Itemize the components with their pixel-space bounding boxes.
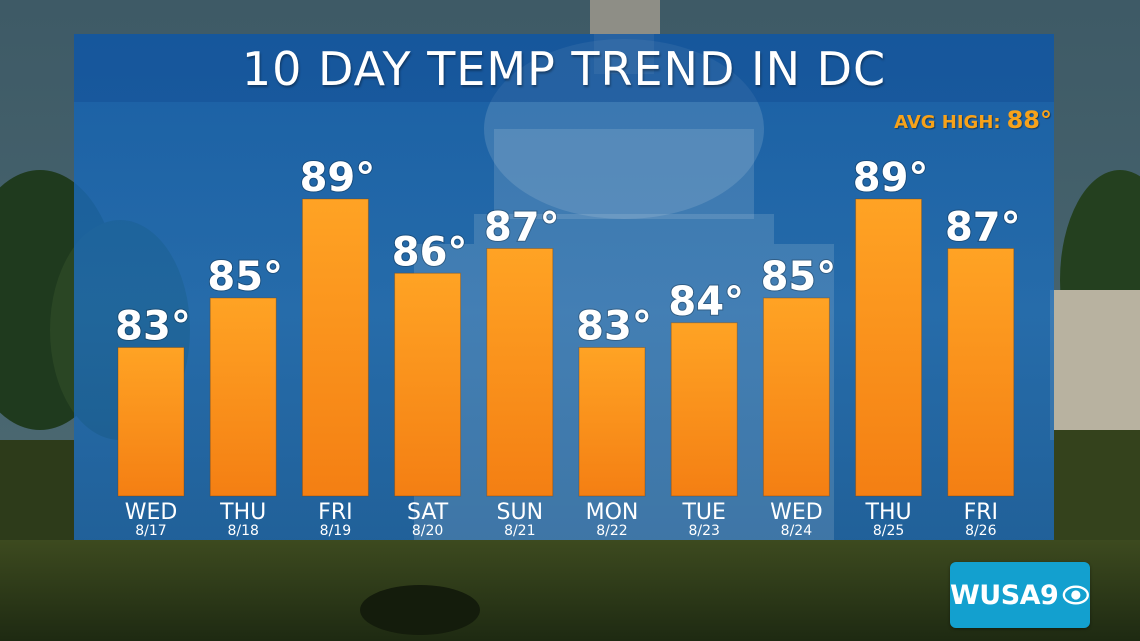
avg-high-value: 88° <box>1006 106 1052 134</box>
station-logo-text: WUSA9 <box>950 579 1059 611</box>
day-label: FRI <box>318 500 352 525</box>
day-label: WED <box>770 500 823 525</box>
value-label: 85° <box>207 254 283 300</box>
value-label: 89° <box>853 155 929 201</box>
date-label: 8/25 <box>873 523 904 539</box>
day-label: FRI <box>964 500 998 525</box>
date-label: 8/19 <box>320 523 351 539</box>
title-bar <box>74 34 1054 102</box>
bar-8-18 <box>209 297 277 497</box>
day-label: SUN <box>497 500 544 525</box>
date-label: 8/26 <box>965 523 997 539</box>
bar-8-25 <box>855 198 923 497</box>
value-label: 83° <box>576 304 652 350</box>
chart-title: 10 DAY TEMP TREND IN DC <box>241 42 887 96</box>
date-label: 8/21 <box>504 523 535 539</box>
date-label: 8/20 <box>412 523 443 539</box>
bar-8-20 <box>394 272 462 497</box>
bar-8-17 <box>117 347 185 497</box>
date-label: 8/23 <box>688 523 719 539</box>
chart-panel: 10 DAY TEMP TREND IN DC AVG HIGH: 88° 83°… <box>74 34 1054 540</box>
value-label: 84° <box>668 279 744 325</box>
bar-chart: 83°WED8/1785°THU8/1889°FRI8/1986°SAT8/20… <box>114 154 1021 539</box>
value-label: 89° <box>300 155 376 201</box>
avg-high-label: AVG HIGH: <box>894 112 1001 133</box>
date-label: 8/24 <box>781 523 813 539</box>
day-label: THU <box>219 500 266 525</box>
day-label: MON <box>586 500 639 525</box>
value-label: 83° <box>115 304 191 350</box>
value-label: 86° <box>392 229 468 275</box>
day-label: WED <box>125 500 178 525</box>
bar-8-23 <box>670 322 738 497</box>
bar-8-22 <box>578 347 646 497</box>
bar-8-19 <box>301 198 369 497</box>
day-label: THU <box>865 500 912 525</box>
value-label: 85° <box>761 254 837 300</box>
bar-8-26 <box>947 248 1015 497</box>
value-label: 87° <box>484 205 560 251</box>
date-label: 8/17 <box>135 523 166 539</box>
cbs-eye-icon <box>1063 585 1090 605</box>
day-label: SAT <box>407 500 449 525</box>
avg-high-annotation: AVG HIGH: 88° <box>894 106 1052 134</box>
bar-8-21 <box>486 248 554 497</box>
bar-8-24 <box>762 297 830 497</box>
value-label: 87° <box>945 205 1021 251</box>
station-logo: WUSA9 <box>950 562 1090 628</box>
date-label: 8/22 <box>596 523 627 539</box>
date-label: 8/18 <box>227 523 258 539</box>
day-label: TUE <box>681 500 725 525</box>
